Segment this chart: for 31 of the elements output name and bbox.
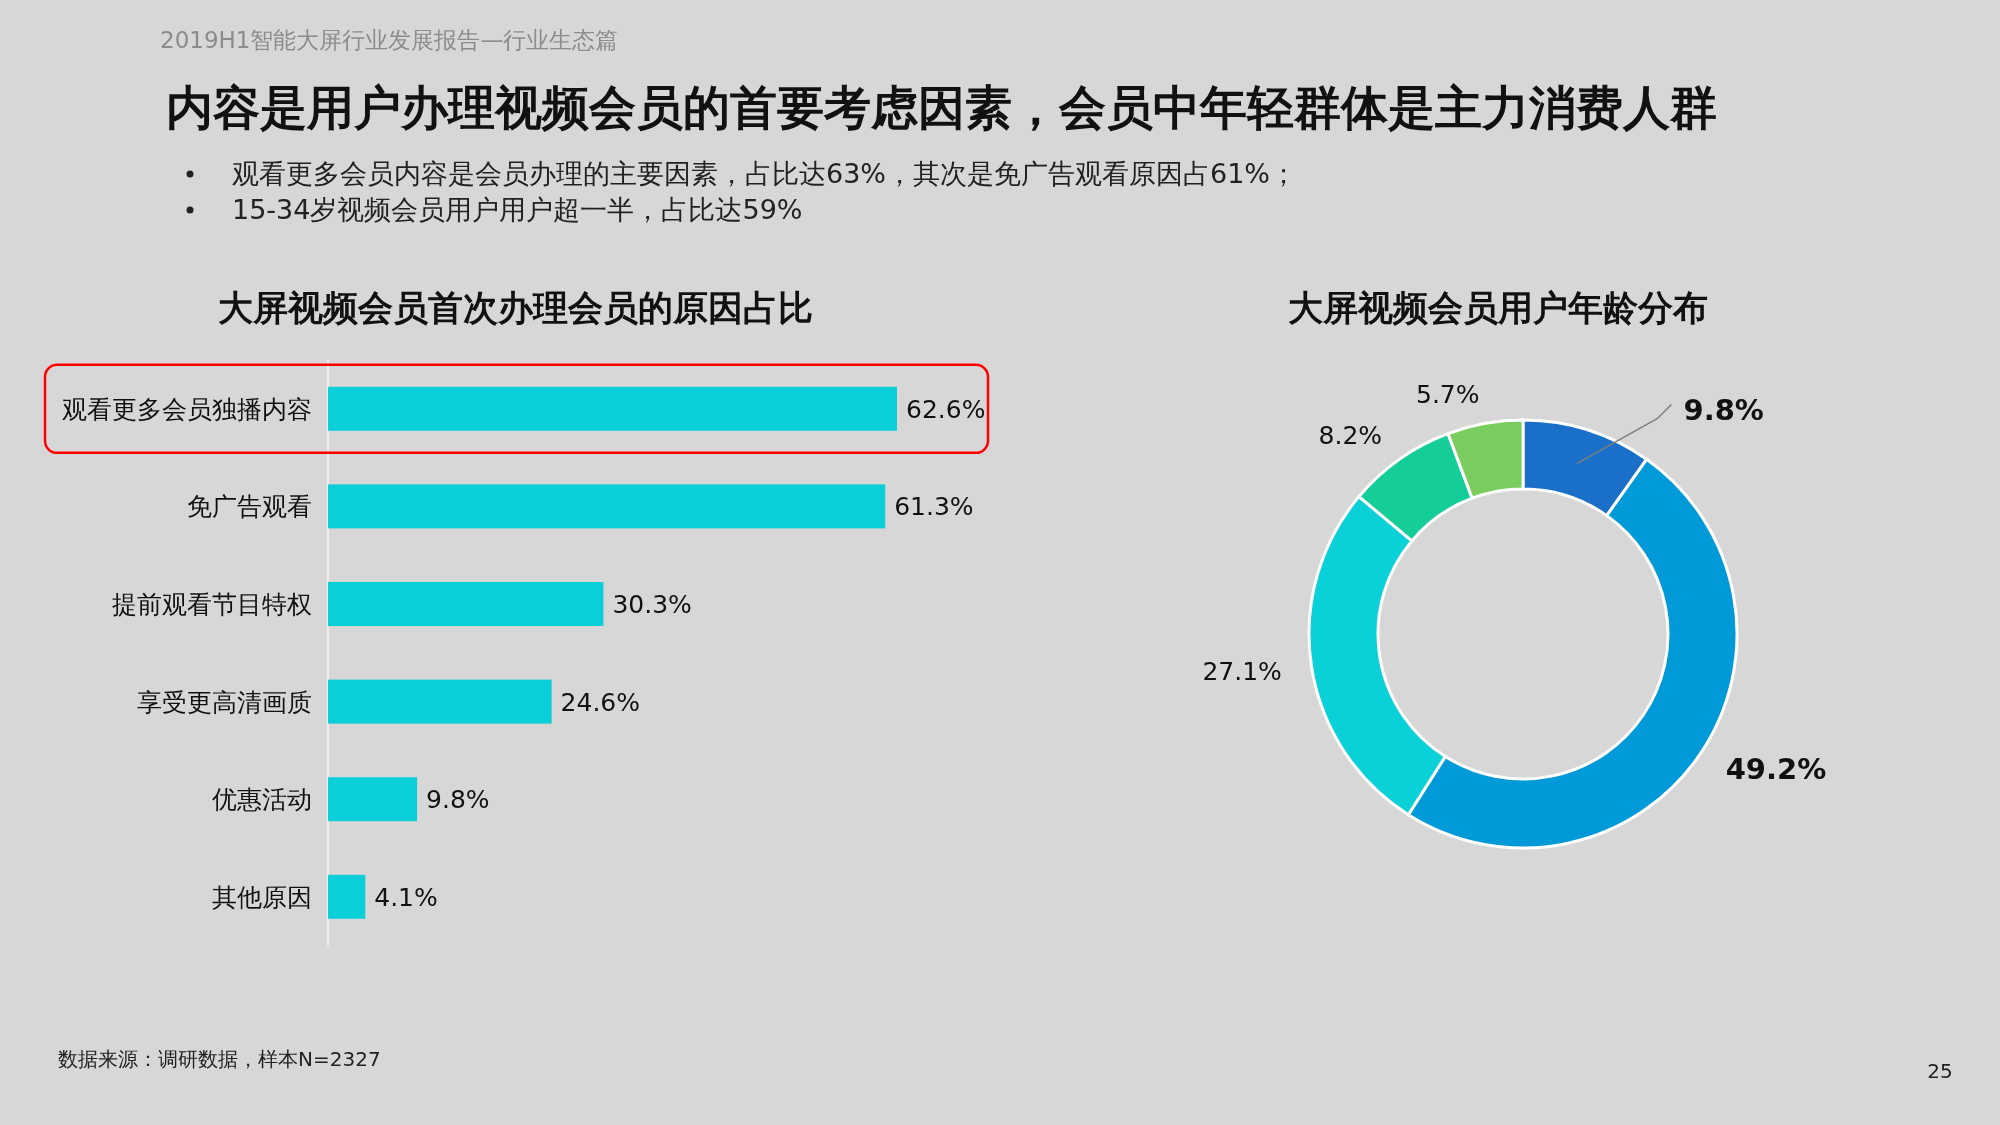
y-tick-label: 优惠活动 <box>212 785 312 815</box>
data-label: 8.2% <box>1318 420 1383 450</box>
y-tick-label: 观看更多会员独播内容 <box>62 394 312 424</box>
text: 25 <box>1927 1059 1953 1083</box>
y-tick-label: 免广告观看 <box>187 492 312 522</box>
data-label: 24.6% <box>560 687 641 717</box>
bar <box>328 484 886 529</box>
text: 2019H1智能大屏行业发展报告—行业生态篇 <box>160 27 619 53</box>
data-label: 49.2% <box>1725 751 1827 786</box>
data-label: 61.3% <box>894 492 974 522</box>
source-note: 数据来源：调研数据，样本N=2327 <box>58 1047 381 1071</box>
data-label: 9.8% <box>1683 392 1764 427</box>
data-label: 4.1% <box>374 882 438 912</box>
data-label: 5.7% <box>1416 379 1480 409</box>
chart-title: 大屏视频会员首次办理会员的原因占比 <box>217 288 813 328</box>
bar <box>328 777 418 822</box>
data-label: 27.1% <box>1202 657 1282 687</box>
text: 内容是用户办理视频会员的首要考虑因素，会员中年轻群体是主力消费人群 <box>166 80 1717 135</box>
y-tick-label: 享受更高清画质 <box>137 687 312 717</box>
text: 观看更多会员内容是会员办理的主要因素，占比达63%，其次是免广告观看原因占61%； <box>232 158 1298 189</box>
bar <box>328 386 897 431</box>
data-label: 62.6% <box>906 394 986 424</box>
data-label: 30.3% <box>612 590 692 619</box>
y-tick-label: 其他原因 <box>212 882 312 912</box>
text: 15-34岁视频会员用户用户超一半，占比达59% <box>232 194 803 225</box>
bar <box>328 874 366 919</box>
bar <box>328 582 604 626</box>
chart-title: 大屏视频会员用户年龄分布 <box>1288 288 1708 328</box>
data-label: 9.8% <box>426 785 490 815</box>
bar <box>328 679 552 724</box>
y-tick-label: 提前观看节目特权 <box>112 590 312 619</box>
